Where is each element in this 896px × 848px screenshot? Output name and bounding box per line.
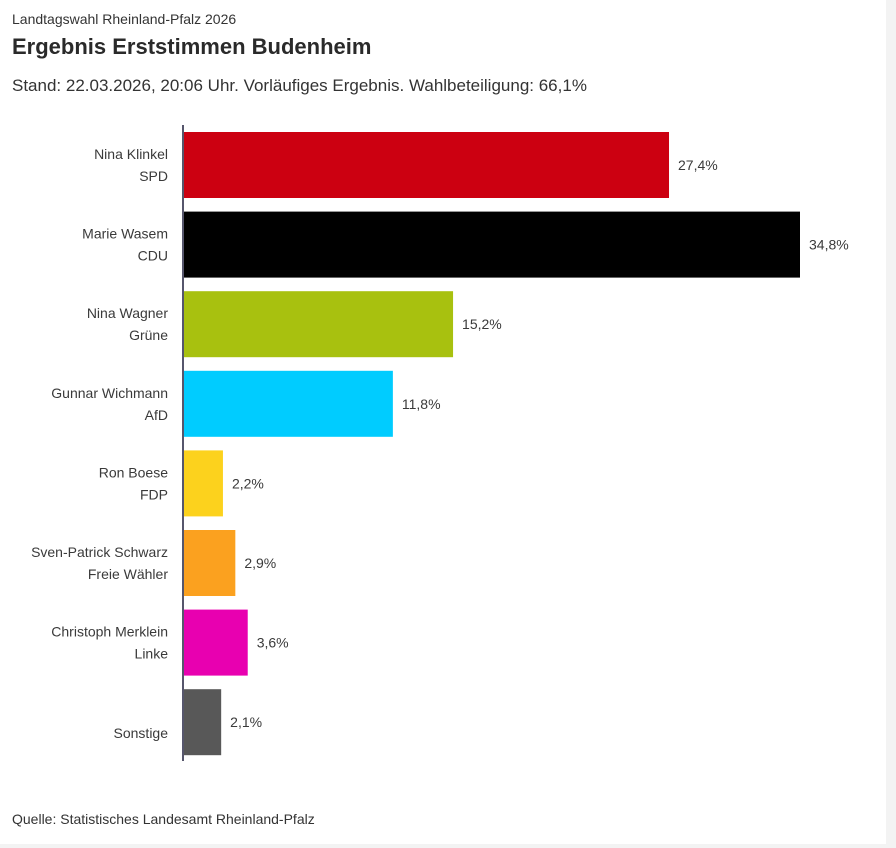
- bar: [184, 450, 223, 517]
- bar: [184, 370, 393, 437]
- category-label: Marie Wasem CDU: [82, 226, 168, 264]
- value-labels-group: 27,4% 34,8% 15,2% 11,8% 2,2% 2,9% 3,6% 2,1%: [230, 157, 849, 730]
- category-label: Sonstige: [114, 725, 169, 741]
- party-name: FDP: [140, 486, 168, 502]
- candidate-name: Nina Klinkel: [94, 146, 168, 162]
- value-label: 2,2%: [232, 475, 264, 491]
- bar-chart: Nina Klinkel SPD Marie Wasem CDU Nina Wagner…: [31, 125, 849, 761]
- category-labels-group: Nina Klinkel SPD Marie Wasem CDU Nina Wagner…: [31, 146, 168, 741]
- chart-title: Ergebnis Erststimmen Budenheim: [12, 34, 372, 59]
- chart-kicker: Landtagswahl Rheinland-Pfalz 2026: [12, 11, 237, 27]
- value-label: 2,9%: [244, 555, 276, 571]
- bar: [184, 530, 236, 596]
- category-label: Gunnar Wichmann AfD: [51, 385, 168, 423]
- bar: [184, 132, 670, 198]
- value-label: 2,1%: [230, 714, 262, 730]
- category-label: Sven-Patrick Schwarz Freie Wähler: [31, 544, 168, 582]
- bar: [184, 689, 222, 756]
- value-label: 27,4%: [678, 157, 718, 173]
- candidate-name: Ron Boese: [99, 464, 168, 480]
- candidate-name: Nina Wagner: [87, 305, 169, 321]
- candidate-name: Sven-Patrick Schwarz: [31, 544, 168, 560]
- value-label: 34,8%: [809, 237, 849, 253]
- candidate-name: Christoph Merklein: [51, 624, 168, 640]
- chart-subtitle: Stand: 22.03.2026, 20:06 Uhr. Vorläufige…: [12, 76, 587, 95]
- bars-group: [184, 132, 800, 756]
- source-note: Quelle: Statistisches Landesamt Rheinlan…: [12, 811, 315, 827]
- category-label: Ron Boese FDP: [99, 464, 168, 502]
- bar: [184, 291, 454, 358]
- party-name: SPD: [139, 168, 168, 184]
- party-name: CDU: [138, 248, 168, 264]
- bar: [184, 211, 800, 278]
- category-label: Nina Klinkel SPD: [94, 146, 168, 184]
- value-label: 15,2%: [462, 316, 502, 332]
- category-label: Nina Wagner Grüne: [87, 305, 169, 343]
- party-name: Linke: [135, 646, 169, 662]
- candidate-name: Gunnar Wichmann: [51, 385, 168, 401]
- party-name: AfD: [145, 407, 168, 423]
- bar: [184, 609, 248, 676]
- party-name: Freie Wähler: [88, 566, 168, 582]
- party-name: Grüne: [129, 327, 168, 343]
- candidate-name: Marie Wasem: [82, 226, 168, 242]
- party-name: Sonstige: [114, 725, 169, 741]
- value-label: 3,6%: [257, 635, 289, 651]
- category-label: Christoph Merklein Linke: [51, 624, 168, 662]
- value-label: 11,8%: [402, 396, 441, 412]
